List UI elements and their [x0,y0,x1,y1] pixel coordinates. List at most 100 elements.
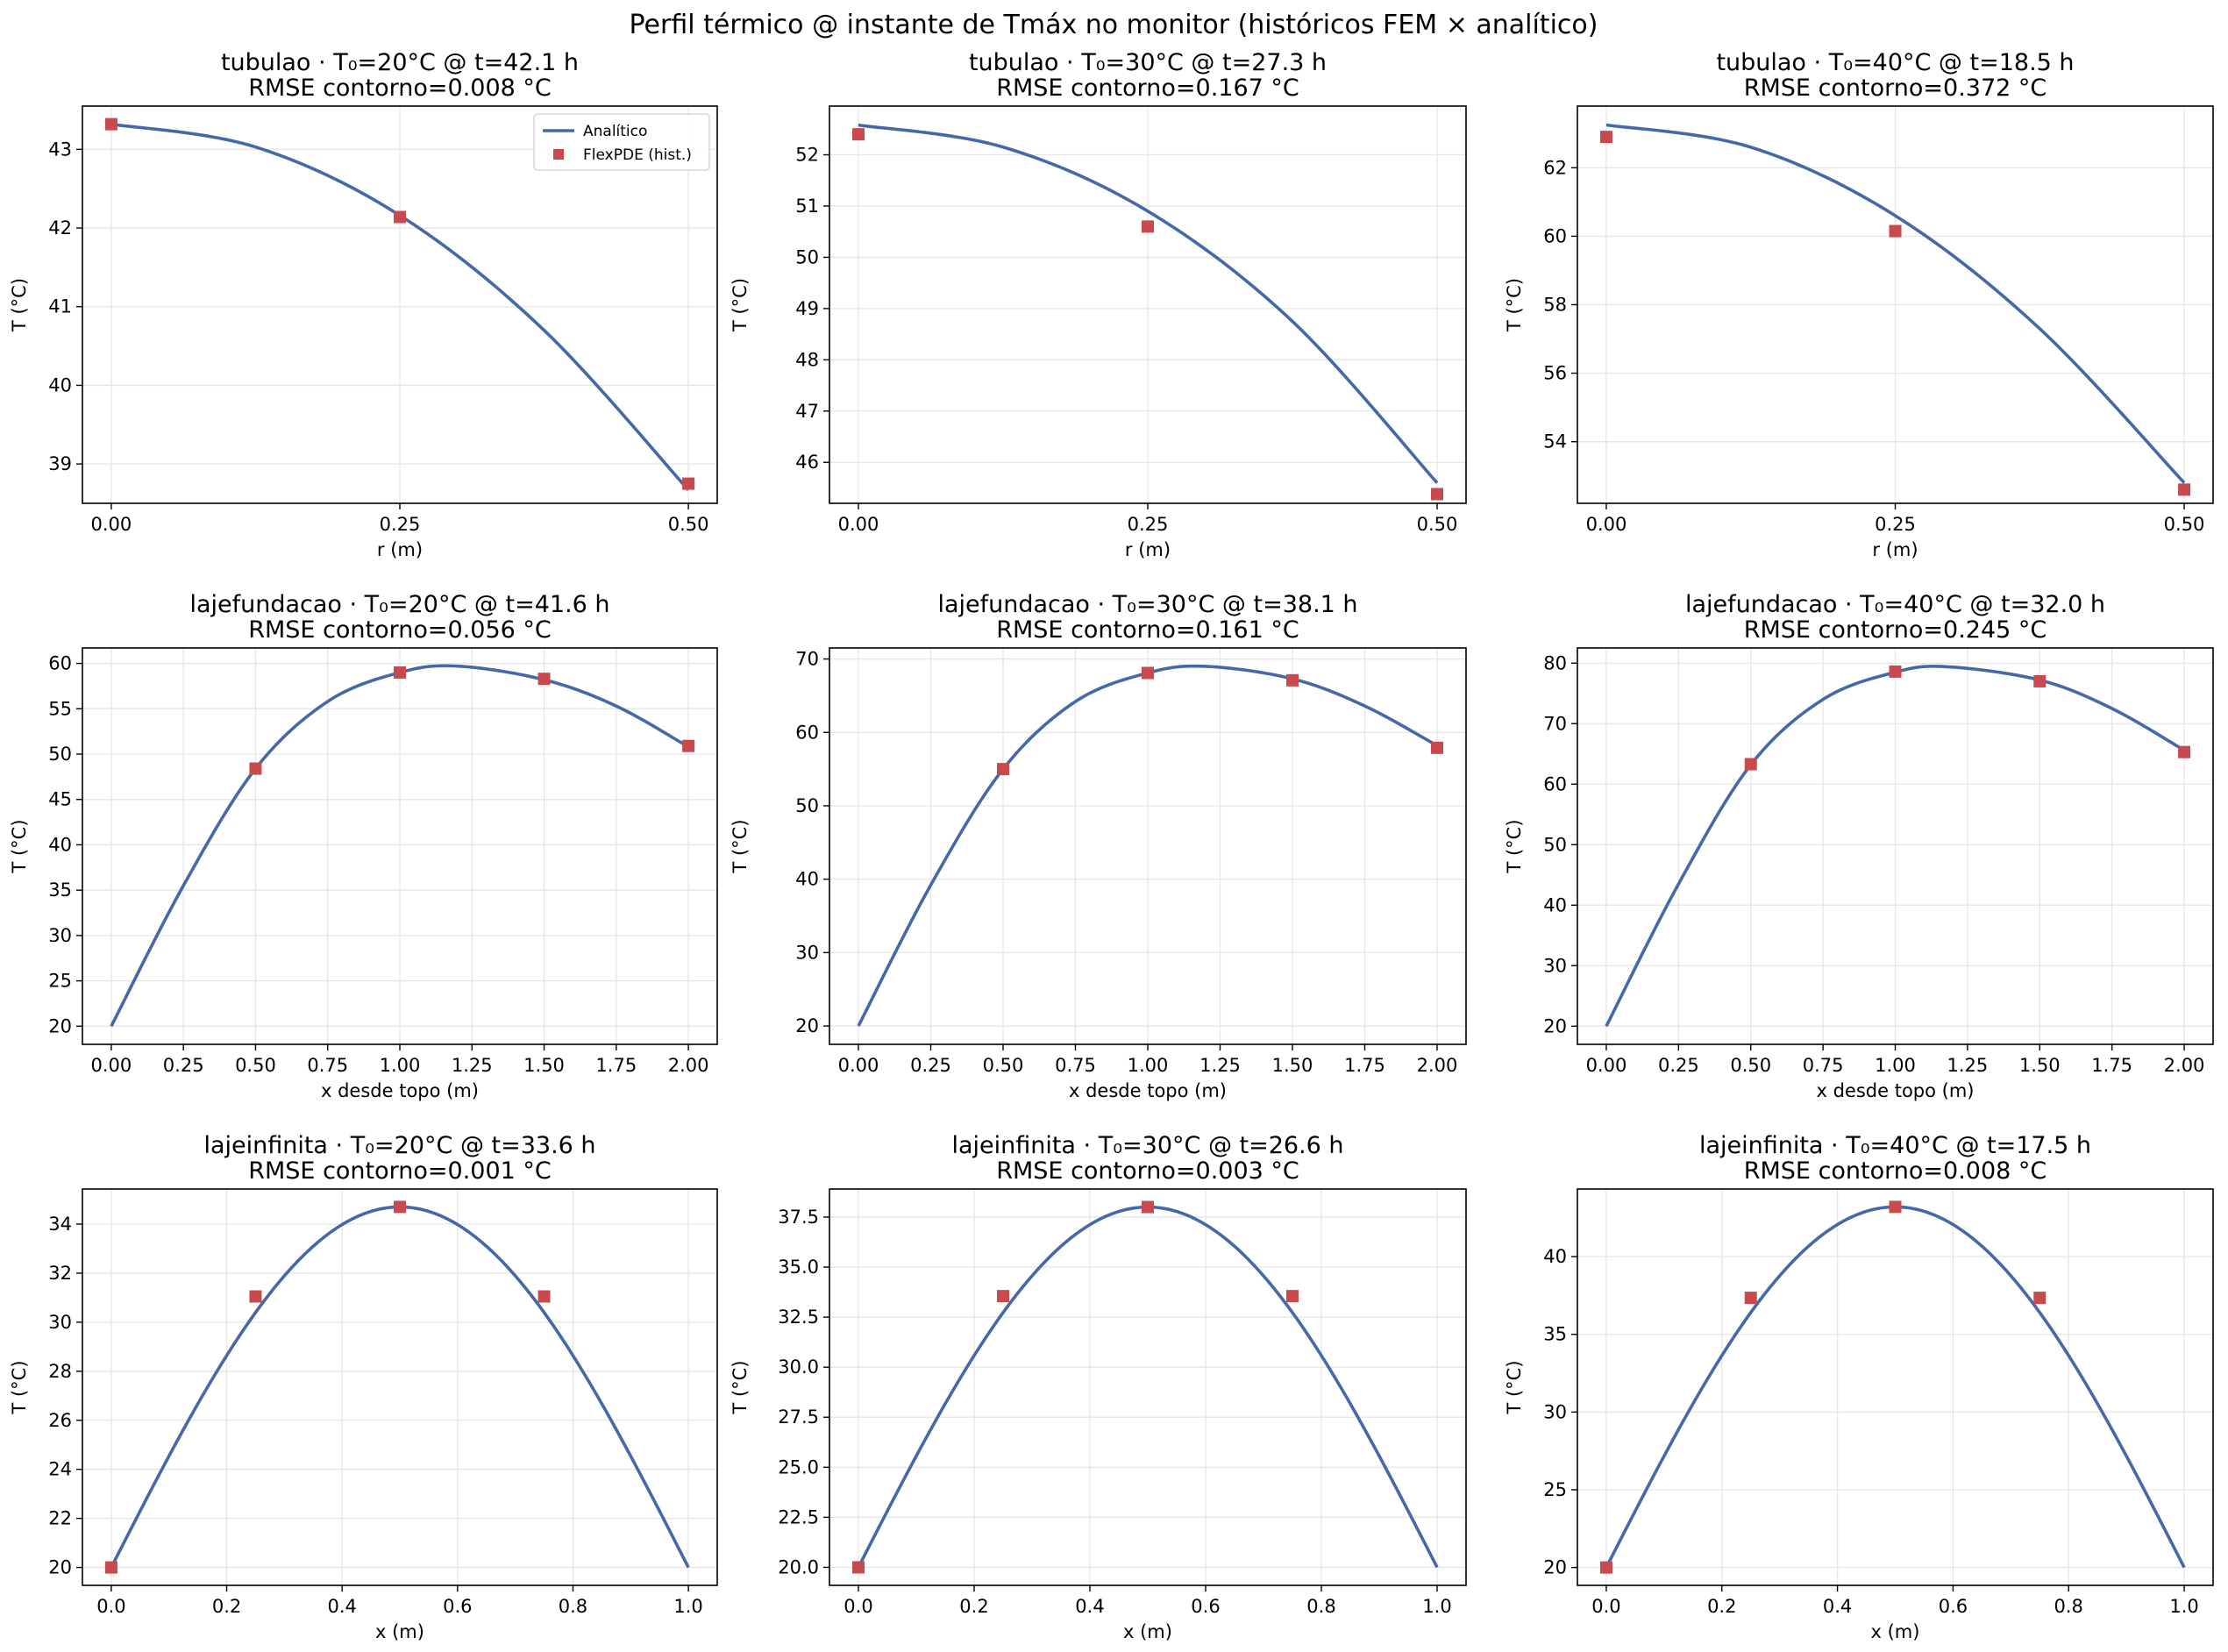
y-tick-label: 58 [1543,295,1567,316]
y-axis-label: T (°C) [730,278,751,332]
x-axis-label: x (m) [1871,1621,1920,1642]
analytic-curve [858,123,1439,484]
x-axis-label: r (m) [1125,539,1171,560]
fem-point-marker [1142,1200,1154,1214]
y-tick-label: 20 [795,1015,819,1036]
y-tick-label: 60 [795,722,819,743]
fem-point-marker [1142,666,1154,680]
y-tick-label: 48 [795,349,819,370]
y-tick-label: 42 [48,217,72,239]
gridlines [1577,106,2213,503]
y-tick-label: 30 [1543,955,1567,976]
fem-point-marker [537,673,551,686]
x-tick-label: 2.00 [2164,1055,2205,1076]
x-axis-label: r (m) [377,539,423,560]
x-tick-label: 1.25 [1947,1055,1989,1076]
x-tick-label: 0.8 [2054,1596,2083,1617]
x-tick-label: 0.75 [1055,1055,1096,1076]
x-tick-label: 0.8 [559,1596,587,1617]
y-tick-label: 34 [48,1214,72,1235]
subplot-subtitle: RMSE contorno=0.008 °C [1744,1157,2047,1185]
gridlines [829,106,1466,503]
x-tick-label: 0.6 [1939,1596,1968,1617]
y-axis-label: T (°C) [730,1360,751,1414]
y-axis-label: T (°C) [1504,1360,1525,1414]
x-tick-label: 0.25 [380,514,421,535]
fem-point-marker [1889,665,1902,678]
subplot-subtitle: RMSE contorno=0.008 °C [248,75,552,102]
subplot-title: tubulao · T₀=40°C @ t=18.5 h [1716,49,2074,76]
y-tick-label: 62 [1543,157,1567,178]
y-axis-label: T (°C) [730,819,751,873]
x-axis-label: x (m) [375,1621,424,1642]
x-tick-label: 0.50 [983,1055,1024,1076]
x-tick-label: 0.00 [91,514,132,535]
fem-point-marker [1286,673,1299,687]
y-tick-label: 50 [48,744,72,765]
y-tick-label: 50 [795,795,819,816]
fem-point-marker [2033,674,2046,687]
analytic-curve [1605,123,2186,484]
y-axis-label: T (°C) [1504,278,1525,332]
y-tick-label: 20 [1543,1015,1567,1036]
subplot-subtitle: RMSE contorno=0.161 °C [996,616,1299,644]
fem-point-marker [394,666,406,679]
y-tick-label: 30 [1543,1401,1567,1422]
x-tick-label: 0.6 [443,1596,472,1617]
gridlines [829,1189,1466,1585]
y-tick-label: 40 [48,374,72,395]
y-tick-label: 47 [795,401,819,422]
y-tick-label: 45 [48,789,72,810]
y-axis-label: T (°C) [9,1360,30,1414]
y-tick-label: 80 [1543,652,1567,673]
y-tick-label: 20.0 [778,1556,819,1577]
y-tick-label: 27.5 [778,1406,819,1428]
fem-point-marker [104,1561,117,1574]
y-tick-label: 50 [1543,834,1567,855]
axes-frame [1577,647,2214,1045]
fem-point-marker [852,1561,865,1574]
y-tick-label: 39 [48,453,72,474]
subplot-title: lajefundacao · T₀=20°C @ t=41.6 h [189,591,609,618]
fem-point-marker [249,762,262,775]
fem-point-marker [1599,131,1612,144]
y-tick-label: 30 [48,1312,72,1333]
legend-marker-swatch [553,149,564,160]
gridlines [82,1189,717,1585]
fem-point-marker [852,128,865,141]
x-tick-label: 1.25 [452,1055,493,1076]
y-tick-label: 46 [795,452,819,473]
x-tick-label: 1.50 [523,1055,565,1076]
y-axis-label: T (°C) [9,278,30,332]
subplot-title: lajefundacao · T₀=40°C @ t=32.0 h [1685,591,2105,618]
x-tick-label: 0.2 [212,1596,241,1617]
fem-point-marker [1431,741,1443,754]
x-tick-label: 1.00 [1128,1055,1169,1076]
x-tick-label: 0.8 [1306,1596,1335,1617]
fem-point-marker [1889,224,1902,238]
x-tick-label: 1.75 [1344,1055,1385,1076]
analytic-curve [857,1205,1439,1569]
axes-frame [82,1188,718,1586]
fem-point-marker [997,763,1009,776]
gridlines [1577,648,2213,1044]
y-tick-label: 37.5 [778,1207,819,1228]
x-tick-label: 0.00 [1586,514,1627,535]
y-tick-label: 35.0 [778,1257,819,1278]
y-tick-label: 41 [48,296,72,317]
x-axis-label: r (m) [1872,539,1918,560]
x-axis-label: x (m) [1123,1621,1172,1642]
y-tick-label: 50 [795,246,819,267]
fem-point-marker [104,117,117,131]
x-axis-label: x desde topo (m) [1817,1080,1975,1101]
y-tick-label: 28 [48,1361,72,1382]
x-tick-label: 0.25 [1658,1055,1699,1076]
y-tick-label: 51 [795,196,819,217]
y-axis-label: T (°C) [9,819,30,873]
x-tick-label: 0.4 [1075,1596,1104,1617]
